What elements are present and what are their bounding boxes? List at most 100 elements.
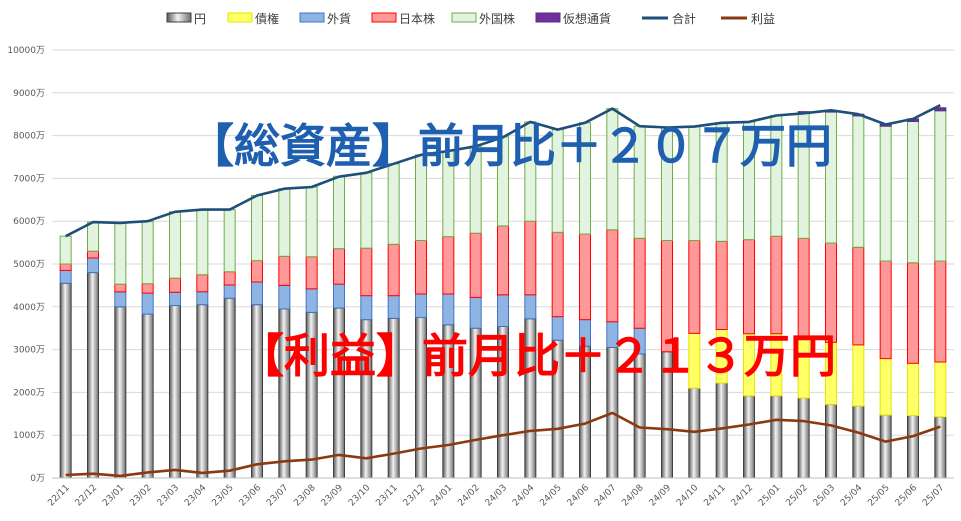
legend-swatch [371,12,397,23]
bar-segment-円 [59,282,72,479]
x-tick-label: 23/07 [265,483,290,508]
bar-segment-日本株 [825,242,837,343]
bar-segment-外貨 [251,281,263,306]
bar-segment-外貨 [305,288,318,313]
bar-segment-外国株 [305,186,318,258]
legend-swatch [227,12,253,23]
bar-segment-外貨 [387,295,400,319]
x-tick-label: 24/07 [593,483,618,508]
bar-segment-日本株 [934,260,947,363]
bar-segment-日本株 [415,239,427,295]
x-tick-label: 23/12 [402,483,427,508]
y-tick-label: 10000万 [7,46,45,56]
bar-segment-外貨 [442,293,455,326]
bar-segment-円 [879,414,892,479]
bar-segment-円 [852,405,865,479]
bar-segment-日本株 [524,220,537,296]
bar-segment-日本株 [305,256,318,290]
bar-segment-日本株 [360,247,373,297]
bar-segment-円 [114,306,127,479]
x-tick-label: 25/01 [757,483,782,508]
bar-segment-日本株 [852,246,865,346]
bar-segment-外国株 [87,221,99,252]
legend-swatch [299,12,325,23]
bar-segment-外貨 [59,269,72,284]
line-合計 [65,104,941,238]
bar-segment-外貨 [114,291,127,308]
bar-segment-日本株 [169,277,181,293]
bar-segment-日本株 [223,271,236,286]
bar-segment-日本株 [87,250,99,259]
bar-segment-円 [825,403,837,479]
bar-segment-外国株 [251,195,263,262]
bar-segment-円 [141,313,154,479]
y-tick-label: 5000万 [13,260,45,270]
stacked-bars [59,107,947,479]
legend-label: 外貨 [327,11,351,26]
x-tick-label: 23/11 [374,483,399,508]
bar-segment-日本株 [469,232,482,298]
bar-segment-日本株 [715,240,728,330]
bar-segment-日本株 [442,236,455,295]
bar-segment-外国株 [278,188,291,257]
bar-segment-日本株 [743,239,755,335]
line-利益 [65,411,941,478]
legend-swatch [451,12,477,23]
bar-segment-外国株 [360,172,373,249]
bar-segment-外国株 [852,115,865,248]
bar-segment-円 [223,297,236,479]
legend-swatch [166,12,192,23]
x-tick-label: 24/12 [730,483,755,508]
series-lines [65,104,941,478]
bar-segment-円 [743,395,755,479]
legend-label: 円 [194,12,206,26]
y-tick-label: 6000万 [13,217,45,227]
bar-segment-外貨 [87,257,99,274]
legend-label: 債権 [255,11,279,26]
x-tick-label: 25/06 [894,483,920,509]
bar-segment-円 [907,415,919,479]
chart-legend: 円 債権 外貨 日本株 外国株 仮想通貨 合計 利益 [166,11,775,26]
bar-segment-日本株 [196,274,209,293]
bar-segment-外国株 [387,163,400,245]
bar-segment-日本株 [633,237,646,329]
bar-segment-外国株 [59,235,72,265]
bar-segment-債権 [934,361,947,418]
bar-segment-債権 [879,358,892,416]
bar-segment-外貨 [196,291,209,306]
legend-label: 外国株 [479,11,515,26]
x-tick-label: 25/03 [812,483,837,508]
x-tick-label: 24/06 [566,483,592,509]
y-tick-label: 1000万 [13,431,45,441]
bar-segment-日本株 [579,233,591,321]
bar-segment-外国株 [879,125,892,262]
legend-label: 利益 [751,12,775,26]
bar-segment-外貨 [223,284,236,299]
x-tick-label: 24/10 [675,483,701,509]
bar-segment-外貨 [524,294,537,320]
x-tick-label: 25/02 [784,483,809,508]
x-tick-label: 24/05 [538,483,563,508]
x-tick-label: 22/12 [74,483,99,508]
bar-segment-外国株 [169,211,181,279]
bar-segment-外国株 [934,110,947,262]
bar-segment-日本株 [114,283,127,293]
bar-segment-円 [797,397,810,479]
x-tick-label: 24/01 [429,483,454,508]
bar-segment-債権 [907,362,919,417]
x-tick-label: 23/05 [210,483,235,508]
x-axis-ticks: 22/11 22/12 23/01 23/02 23/03 23/04 23/05 23/06… [46,477,954,509]
bar-segment-円 [715,382,728,479]
bar-segment-円 [169,305,181,479]
bar-segment-日本株 [278,255,291,286]
x-tick-label: 23/06 [238,483,264,509]
bar-segment-日本株 [251,260,263,283]
bar-segment-外国株 [907,120,919,264]
x-tick-label: 23/10 [347,483,373,509]
bar-segment-日本株 [333,248,345,285]
x-tick-label: 22/11 [46,483,71,508]
bar-segment-円 [87,272,99,479]
bar-segment-日本株 [688,239,701,334]
y-tick-label: 0万 [30,474,45,484]
